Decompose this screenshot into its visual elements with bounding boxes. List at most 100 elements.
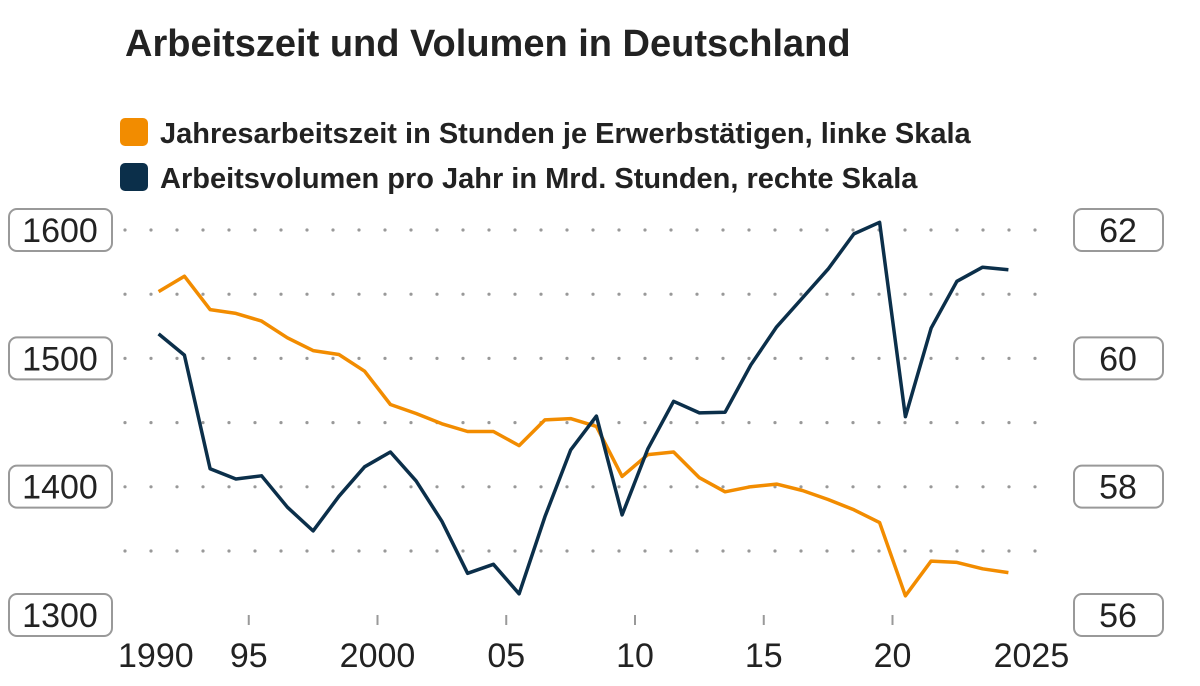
x-tick-label: 1990 [118,637,194,675]
grid-dot [175,356,179,360]
grid-dot [617,292,621,296]
grid-dot [279,485,283,489]
grid-dot [123,292,127,296]
grid-dot [695,485,699,489]
grid-dot [929,228,933,232]
grid-dot [331,356,335,360]
x-tick-label: 05 [487,637,525,675]
grid-dot [643,292,647,296]
grid-dot [643,549,647,553]
grid-dot [409,356,413,360]
grid-dot [851,356,855,360]
grid-dot [409,549,413,553]
grid-dot [617,549,621,553]
grid-dot [1007,421,1011,425]
grid-dot [695,292,699,296]
grid-dot [825,421,829,425]
grid-dot [539,356,543,360]
grid-dot [331,485,335,489]
grid-dot [461,485,465,489]
grid-dot [201,485,205,489]
grid-dot [799,356,803,360]
grid-dot [591,228,595,232]
grid-dot [695,228,699,232]
x-tick-label: 2000 [340,637,416,675]
grid-dot [747,228,751,232]
grid-dot [305,292,309,296]
grid-dot [929,356,933,360]
grid-dot [227,485,231,489]
grid-dot [149,356,153,360]
grid-dot [123,485,127,489]
grid-dot [175,485,179,489]
grid-dot [331,292,335,296]
grid-dot [773,356,777,360]
grid-dot [435,292,439,296]
grid-dot [981,485,985,489]
grid-dot [799,421,803,425]
grid-dot [539,292,543,296]
grid-dot [669,549,673,553]
grid-dot [409,421,413,425]
grid [123,228,1037,553]
grid-dot [513,485,517,489]
grid-dot [799,228,803,232]
grid-dot [487,356,491,360]
grid-dot [357,356,361,360]
grid-dot [1007,549,1011,553]
y-right-tick-label: 62 [1099,212,1137,250]
grid-dot [175,549,179,553]
grid-dot [539,549,543,553]
grid-dot [175,228,179,232]
grid-dot [877,549,881,553]
grid-dot [591,356,595,360]
grid-dot [929,421,933,425]
grid-dot [721,549,725,553]
grid-dot [331,421,335,425]
grid-dot [1007,292,1011,296]
y-right-tick-box [1073,593,1164,637]
grid-dot [955,292,959,296]
grid-dot [747,356,751,360]
grid-dot [305,549,309,553]
grid-dot [383,485,387,489]
grid-dot [877,356,881,360]
grid-dot [357,421,361,425]
grid-dot [565,485,569,489]
grid-dot [903,485,907,489]
grid-dot [903,292,907,296]
grid-dot [903,228,907,232]
x-tick-label: 2025 [994,637,1070,675]
grid-dot [149,421,153,425]
grid-dot [487,228,491,232]
grid-dot [851,421,855,425]
grid-dot [591,485,595,489]
grid-dot [435,549,439,553]
grid-dot [149,292,153,296]
grid-dot [513,356,517,360]
grid-dot [851,549,855,553]
grid-dot [981,356,985,360]
grid-dot [409,228,413,232]
grid-dot [565,228,569,232]
y-axes: 1300 1400 1500 1600 56 58 60 62 [8,208,1164,637]
grid-dot [721,356,725,360]
grid-dot [357,228,361,232]
grid-dot [383,549,387,553]
legend-swatch-orange [120,118,148,146]
grid-dot [669,421,673,425]
grid-dot [539,228,543,232]
y-left-tick-box [8,593,113,637]
grid-dot [175,421,179,425]
grid-dot [617,228,621,232]
grid-dot [331,549,335,553]
legend-label-volumen: Arbeitsvolumen pro Jahr in Mrd. Stunden,… [160,163,918,195]
grid-dot [253,356,257,360]
grid-dot [955,485,959,489]
grid-dot [227,421,231,425]
grid-dot [279,421,283,425]
grid-dot [201,228,205,232]
grid-dot [1033,485,1037,489]
x-tick-label: 10 [616,637,654,675]
